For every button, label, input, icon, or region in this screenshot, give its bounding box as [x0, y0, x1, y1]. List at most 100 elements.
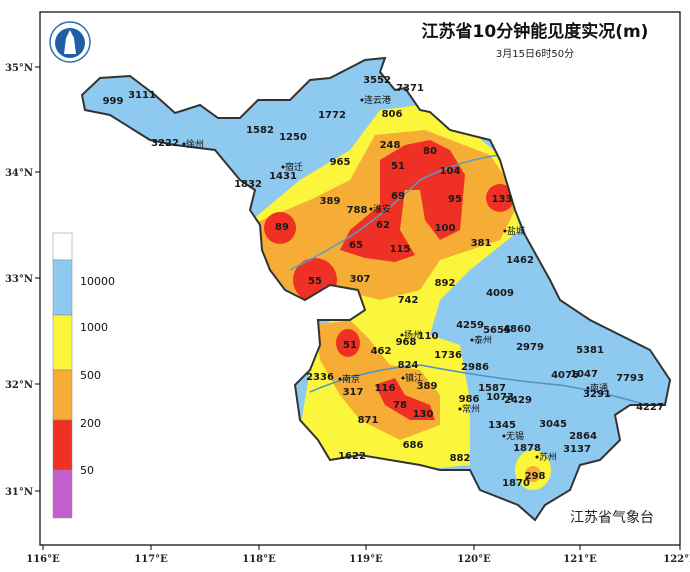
station-value: 2429 [504, 395, 532, 406]
station-value: 686 [403, 440, 424, 451]
station-value: 3552 [363, 75, 391, 86]
station-value: 95 [448, 194, 462, 205]
legend-swatch [52, 232, 73, 261]
city-marker [535, 455, 539, 459]
city-marker [502, 434, 506, 438]
city-marker [401, 376, 405, 380]
station-value: 1250 [279, 132, 307, 143]
city-marker [503, 229, 507, 233]
legend-label: 500 [80, 369, 101, 382]
station-value: 5381 [576, 345, 604, 356]
station-value: 116 [375, 383, 396, 394]
station-value: 882 [450, 453, 471, 464]
station-value: 986 [459, 394, 480, 405]
station-value: 968 [396, 337, 417, 348]
source-label: 江苏省气象台 [570, 510, 654, 526]
map-title: 江苏省10分钟能见度实况(m) [422, 21, 649, 42]
station-value: 1878 [513, 443, 541, 454]
station-value: 892 [435, 278, 456, 289]
city-marker [360, 98, 364, 102]
station-value: 4259 [456, 320, 484, 331]
station-value: 5655 [483, 325, 511, 336]
station-value: 1047 [570, 369, 598, 380]
station-value: 389 [417, 381, 438, 392]
station-value: 2986 [461, 362, 489, 373]
station-value: 100 [435, 223, 456, 234]
station-value: 1462 [506, 255, 534, 266]
station-value: 4227 [636, 402, 664, 413]
station-value: 824 [398, 360, 419, 371]
city-label: 苏州 [539, 451, 557, 463]
station-value: 133 [492, 194, 513, 205]
y-tick-label: 31°N [5, 487, 33, 498]
station-value: 871 [358, 415, 379, 426]
station-value: 389 [320, 196, 341, 207]
legend-swatch [52, 469, 73, 519]
map-timestamp: 3月15日6时50分 [496, 48, 574, 60]
station-value: 1736 [434, 350, 462, 361]
station-value: 1772 [318, 110, 346, 121]
y-tick-label: 33°N [5, 274, 33, 285]
station-value: 307 [350, 274, 371, 285]
legend-swatch [52, 369, 73, 421]
station-value: 806 [382, 109, 403, 120]
station-value: 62 [376, 220, 390, 231]
station-value: 462 [371, 346, 392, 357]
y-tick-label: 32°N [5, 380, 33, 391]
station-value: 7793 [616, 373, 644, 384]
station-value: 4860 [503, 324, 531, 335]
city-label: 镇江 [405, 372, 423, 384]
station-value: 7371 [396, 83, 424, 94]
city-label: 无锡 [506, 431, 524, 442]
river [289, 154, 501, 271]
station-value: 69 [391, 191, 405, 202]
station-value: 3111 [128, 90, 156, 101]
city-label: 扬州 [404, 329, 422, 341]
station-value: 2336 [306, 372, 334, 383]
fill-suzhou-orange [525, 466, 541, 482]
city-marker [470, 338, 474, 342]
legend-label: 10000 [80, 275, 115, 288]
station-value: 999 [103, 96, 124, 107]
station-value: 1870 [502, 478, 530, 489]
station-value: 788 [347, 205, 368, 216]
legend-swatch [52, 314, 73, 371]
station-value: 2864 [569, 431, 597, 442]
station-value: 1582 [246, 125, 274, 136]
city-label: 常州 [462, 403, 480, 415]
x-tick-label: 119°E [349, 554, 383, 565]
x-tick-label: 122°E [663, 554, 690, 565]
station-value: 248 [380, 140, 401, 151]
station-value: 80 [423, 146, 437, 157]
city-marker [182, 142, 186, 146]
station-value: 110 [418, 331, 439, 342]
station-value: 1073 [486, 392, 514, 403]
station-value: 317 [343, 387, 364, 398]
logo [49, 21, 91, 63]
legend-swatch [52, 419, 73, 471]
legend: 10000 1000 500 200 50 [52, 232, 115, 519]
station-value: 1345 [488, 420, 516, 431]
y-tick-label: 35°N [5, 63, 33, 74]
station-value: 3137 [563, 444, 591, 455]
station-value: 381 [471, 238, 492, 249]
legend-label: 50 [80, 464, 94, 477]
station-value: 3045 [539, 419, 567, 430]
city-label: 南京 [342, 373, 360, 385]
legend-label: 1000 [80, 321, 108, 334]
yangtze-river [309, 364, 661, 411]
station-value: 104 [440, 166, 461, 177]
city-label: 泰州 [474, 334, 492, 346]
station-value: 51 [343, 340, 357, 351]
city-marker [369, 207, 373, 211]
city-label: 盐城 [507, 225, 525, 237]
x-tick-label: 116°E [26, 554, 60, 565]
station-value: 1431 [269, 171, 297, 182]
city-label: 淮安 [373, 203, 391, 215]
station-value: 4076 [551, 370, 579, 381]
city-label: 徐州 [186, 138, 204, 150]
city-label: 南通 [590, 382, 608, 394]
x-tick-label: 120°E [457, 554, 491, 565]
